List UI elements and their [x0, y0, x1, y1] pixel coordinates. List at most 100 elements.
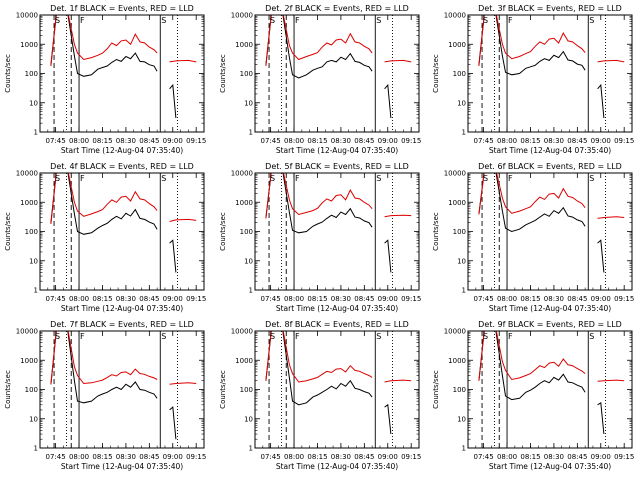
- x-tick-label: 08:15: [307, 453, 327, 461]
- plot-frame: [467, 172, 633, 291]
- flag-label: S: [55, 16, 60, 25]
- x-tick-label: 08:15: [520, 137, 540, 145]
- x-tick-label: 09:15: [614, 453, 634, 461]
- y-tick-label: 1000: [20, 357, 38, 365]
- x-tick-label: 09:00: [163, 453, 183, 461]
- flag-label: F: [80, 174, 85, 183]
- x-tick-label: 07:45: [261, 295, 281, 303]
- panel-data-area: [50, 15, 197, 132]
- detector-panel: Det. 3f BLACK = Events, RED = LLD Counts/…: [432, 4, 634, 155]
- x-tick-label: 09:00: [378, 453, 398, 461]
- series-line-lld: [265, 331, 412, 383]
- x-tick-label: 08:15: [92, 137, 112, 145]
- y-tick-label: 10: [457, 99, 466, 107]
- y-tick-label: 10000: [444, 12, 466, 20]
- x-tick-label: 08:00: [497, 453, 517, 461]
- panel-data-area: [265, 15, 412, 132]
- series-line-lld: [478, 173, 625, 219]
- series-line-lld: [265, 15, 412, 67]
- flag-label: F: [295, 16, 300, 25]
- detector-panel: Det. 1f BLACK = Events, RED = LLD Counts/…: [4, 4, 206, 155]
- x-tick-label: 08:00: [284, 295, 304, 303]
- y-tick-label: 1000: [20, 199, 38, 207]
- x-tick-label: 08:00: [69, 295, 89, 303]
- x-tick-label: 09:00: [591, 137, 611, 145]
- x-tick-label: 09:00: [591, 453, 611, 461]
- flag-label: S: [376, 332, 381, 341]
- x-tick-label: 08:45: [567, 295, 587, 303]
- panel-title: Det. 6f BLACK = Events, RED = LLD: [478, 162, 622, 171]
- x-axis-label: Start Time (12-Aug-04 07:35:40): [489, 304, 611, 313]
- x-tick-label: 07:45: [261, 453, 281, 461]
- y-tick-label: 10000: [231, 170, 253, 178]
- x-tick-label: 08:30: [331, 453, 351, 461]
- y-tick-label: 100: [453, 386, 466, 394]
- flag-label: S: [270, 16, 275, 25]
- panel-data-area: [478, 15, 625, 132]
- plot-frame: [39, 330, 205, 449]
- y-tick-label: 100: [453, 70, 466, 78]
- x-tick-label: 08:15: [92, 453, 112, 461]
- plot-frame: [467, 330, 633, 449]
- flag-label: S: [589, 332, 594, 341]
- x-tick-label: 09:00: [378, 137, 398, 145]
- panel-data-area: [478, 331, 625, 448]
- x-tick-label: 09:00: [591, 295, 611, 303]
- x-tick-label: 08:45: [354, 295, 374, 303]
- flag-label: F: [508, 16, 513, 25]
- x-axis-label: Start Time (12-Aug-04 07:35:40): [489, 146, 611, 155]
- x-axis-label: Start Time (12-Aug-04 07:35:40): [276, 304, 398, 313]
- y-tick-label: 100: [453, 228, 466, 236]
- x-tick-label: 08:30: [544, 453, 564, 461]
- x-tick-label: 08:45: [567, 453, 587, 461]
- x-tick-label: 09:15: [186, 453, 206, 461]
- x-tick-label: 09:15: [401, 453, 421, 461]
- x-tick-label: 07:45: [46, 137, 66, 145]
- x-tick-label: 08:00: [69, 453, 89, 461]
- x-tick-label: 08:30: [544, 295, 564, 303]
- y-tick-label: 10: [457, 415, 466, 423]
- y-tick-label: 10: [244, 99, 253, 107]
- x-axis-label: Start Time (12-Aug-04 07:35:40): [276, 462, 398, 471]
- flag-label: S: [483, 16, 488, 25]
- x-tick-label: 08:00: [284, 453, 304, 461]
- series-line-events: [478, 173, 605, 273]
- flag-label: S: [161, 174, 166, 183]
- panel-data-area: [265, 331, 412, 448]
- flag-label: F: [295, 174, 300, 183]
- y-axis-label: Counts/sec: [432, 212, 440, 251]
- y-tick-label: 100: [25, 70, 38, 78]
- flag-label: S: [589, 174, 594, 183]
- plot-frame: [39, 172, 205, 291]
- x-tick-label: 09:15: [614, 295, 634, 303]
- y-tick-label: 1: [462, 287, 466, 295]
- y-tick-label: 1000: [448, 357, 466, 365]
- x-tick-label: 08:30: [116, 137, 136, 145]
- flag-label: S: [270, 174, 275, 183]
- panel-data-area: [478, 173, 625, 290]
- y-tick-label: 1: [249, 287, 253, 295]
- x-tick-label: 08:45: [139, 137, 159, 145]
- x-tick-label: 08:45: [354, 137, 374, 145]
- series-line-lld: [478, 15, 625, 67]
- x-tick-label: 08:45: [139, 453, 159, 461]
- series-line-events: [478, 15, 605, 119]
- y-tick-label: 10000: [444, 170, 466, 178]
- panel-title: Det. 7f BLACK = Events, RED = LLD: [50, 320, 194, 329]
- y-tick-label: 1: [34, 287, 38, 295]
- panel-title: Det. 1f BLACK = Events, RED = LLD: [50, 4, 194, 13]
- x-axis-label: Start Time (12-Aug-04 07:35:40): [61, 146, 183, 155]
- x-axis-label: Start Time (12-Aug-04 07:35:40): [489, 462, 611, 471]
- x-tick-label: 08:15: [307, 295, 327, 303]
- y-tick-label: 10000: [231, 328, 253, 336]
- x-tick-label: 09:15: [186, 137, 206, 145]
- x-tick-label: 08:30: [116, 453, 136, 461]
- y-axis-label: Counts/sec: [432, 54, 440, 93]
- x-tick-label: 07:45: [474, 137, 494, 145]
- y-tick-label: 10: [29, 99, 38, 107]
- y-tick-label: 1: [249, 445, 253, 453]
- x-tick-label: 08:30: [331, 137, 351, 145]
- y-tick-label: 1000: [235, 41, 253, 49]
- y-tick-label: 1: [462, 129, 466, 137]
- x-tick-label: 08:15: [307, 137, 327, 145]
